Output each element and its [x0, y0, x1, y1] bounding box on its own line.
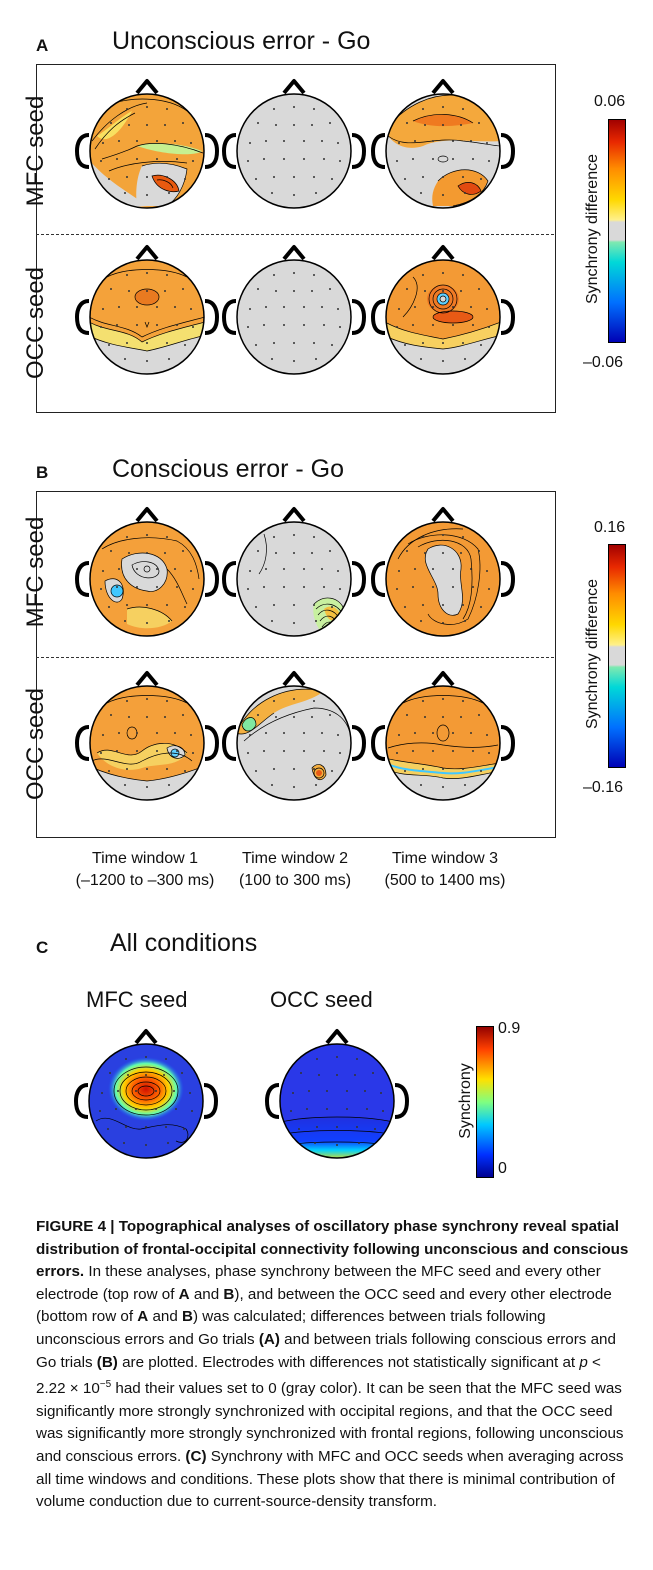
head-b-occ-tw3 — [371, 671, 515, 801]
panel-b-title: Conscious error - Go — [112, 455, 345, 483]
colorbar-a-max: 0.06 — [594, 93, 626, 110]
panel-c-title: All conditions — [110, 929, 258, 957]
head-b-occ-tw1 — [75, 671, 219, 801]
caption-text-5: ) was calculated; differences between tr… — [36, 1308, 546, 1348]
head-a-occ-tw1 — [75, 245, 219, 375]
caption-title: FIGURE 4 | Topographical analyses of osc… — [36, 1218, 629, 1281]
time-window-1-range: (–1200 to –300 ms) — [75, 872, 215, 889]
colorbar-c-max: 0.9 — [498, 1020, 521, 1037]
caption-ref-b-2: B — [182, 1308, 194, 1326]
panel-a-row-label-occ: OCC seed — [22, 266, 49, 380]
caption-text-3: ), and between the OCC seed and every ot… — [36, 1285, 612, 1326]
colorbar-b-max: 0.16 — [594, 519, 626, 536]
head-a-mfc-tw2 — [222, 79, 366, 209]
panel-b-divider — [36, 657, 554, 658]
time-window-2: Time window 2 (100 to 300 ms) — [210, 848, 380, 892]
panel-a-divider — [36, 234, 554, 235]
caption-p-symbol: p — [579, 1353, 588, 1371]
figure-caption: FIGURE 4 | Topographical analyses of osc… — [36, 1216, 632, 1514]
caption-text-9: Synchrony with MFC and OCC seeds when av… — [36, 1448, 624, 1511]
head-c-mfc — [74, 1029, 218, 1159]
panel-a-row-label-mfc: MFC seed — [22, 95, 49, 207]
caption-text-6: and between trials following conscious e… — [36, 1330, 616, 1371]
head-a-occ-tw3 — [371, 245, 515, 375]
panel-b-row-label-mfc: MFC seed — [22, 516, 49, 628]
head-b-mfc-tw3 — [371, 507, 515, 637]
colorbar-c-min: 0 — [498, 1160, 507, 1177]
caption-ref-a-paren: (A) — [258, 1330, 280, 1348]
caption-exponent: −5 — [99, 1379, 112, 1391]
panel-a-title: Unconscious error - Go — [112, 27, 371, 55]
caption-ref-a: A — [178, 1285, 190, 1303]
time-window-1: Time window 1 (–1200 to –300 ms) — [50, 848, 240, 892]
colorbar-c-label: Synchrony — [457, 1063, 474, 1139]
colorbar-b-min: –0.16 — [583, 779, 624, 796]
colorbar-a-min: –0.06 — [583, 354, 624, 371]
head-a-occ-tw2 — [222, 245, 366, 375]
colorbar-c — [476, 1026, 494, 1178]
time-window-3-range: (500 to 1400 ms) — [384, 872, 506, 889]
caption-ref-b-paren: (B) — [96, 1353, 118, 1371]
head-b-mfc-tw2 — [222, 507, 366, 637]
panel-b-frame — [36, 491, 556, 838]
time-window-3-name: Time window 3 — [391, 850, 499, 867]
caption-ref-a-2: A — [137, 1308, 149, 1326]
caption-threshold: < 2.22 × 10 — [36, 1353, 601, 1398]
time-window-2-name: Time window 2 — [241, 850, 349, 867]
time-window-3: Time window 3 (500 to 1400 ms) — [360, 848, 530, 892]
panel-b-row-label-occ: OCC seed — [22, 687, 49, 801]
panel-a-frame — [36, 64, 556, 413]
caption-ref-c: (C) — [185, 1448, 207, 1465]
panel-b-letter: B — [36, 463, 49, 482]
colorbar-b-label: Synchrony difference — [584, 579, 601, 730]
colorbar-a — [608, 119, 626, 343]
caption-text-7: are plotted. Electrodes with differences… — [117, 1353, 580, 1371]
head-b-mfc-tw1 — [75, 507, 219, 637]
panel-a-letter: A — [36, 36, 49, 55]
caption-ref-b: B — [223, 1285, 235, 1303]
panel-c-seed-label-occ: OCC seed — [270, 987, 373, 1012]
head-a-mfc-tw3 — [371, 79, 515, 209]
head-c-occ — [265, 1029, 409, 1159]
colorbar-a-label: Synchrony difference — [584, 154, 601, 305]
panel-c-seed-label-mfc: MFC seed — [86, 987, 188, 1012]
head-a-mfc-tw1 — [75, 79, 219, 209]
colorbar-b — [608, 544, 626, 768]
time-window-2-range: (100 to 300 ms) — [238, 872, 352, 889]
caption-text-1: In these analyses, phase synchrony betwe… — [36, 1263, 601, 1303]
head-b-occ-tw2 — [222, 671, 366, 801]
caption-text-4: and — [148, 1308, 183, 1326]
time-window-1-name: Time window 1 — [91, 850, 199, 867]
panel-c-letter: C — [36, 938, 49, 957]
caption-text-2: and — [189, 1285, 224, 1303]
caption-text-8: had their values set to 0 (gray color). … — [36, 1380, 624, 1465]
